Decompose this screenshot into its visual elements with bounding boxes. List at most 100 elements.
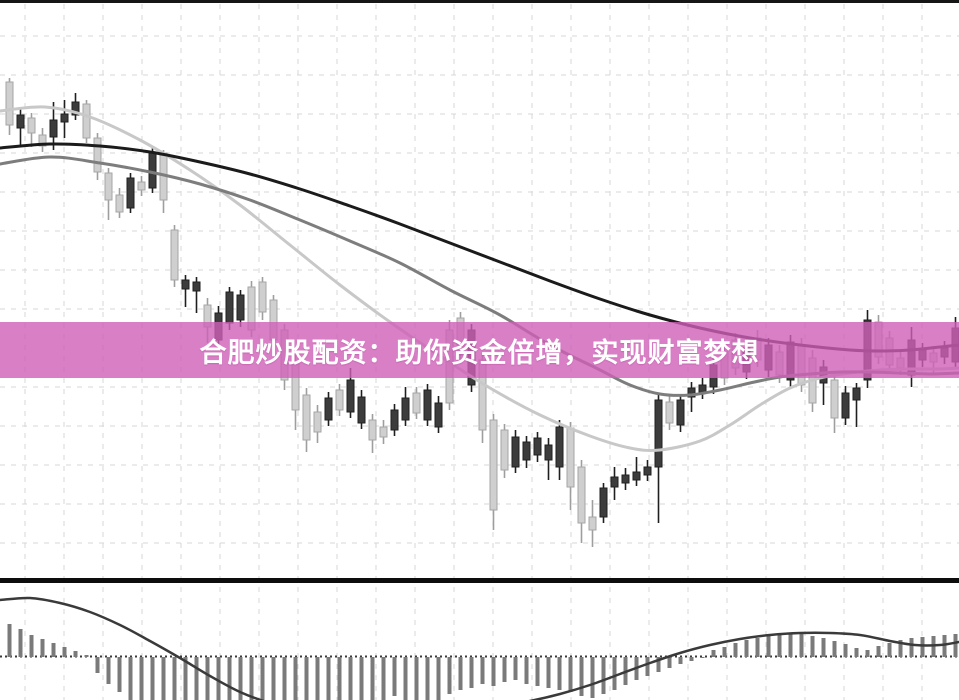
candle — [346, 379, 355, 413]
candle — [610, 476, 619, 488]
candle — [412, 392, 421, 414]
candle — [434, 402, 443, 428]
candle — [390, 409, 399, 431]
histogram-bar — [150, 657, 155, 700]
histogram-bar — [326, 657, 331, 700]
histogram-bar — [117, 657, 122, 692]
histogram-bar — [348, 657, 353, 700]
candle — [654, 399, 663, 468]
histogram-bar — [271, 657, 276, 700]
candle — [302, 394, 311, 441]
histogram-bar — [7, 624, 12, 657]
histogram-bar — [194, 657, 199, 700]
histogram-bar — [898, 640, 903, 657]
histogram-bar — [458, 657, 463, 690]
histogram-bar — [227, 657, 232, 700]
histogram-bar — [821, 638, 826, 657]
histogram-bar — [480, 657, 485, 684]
candle — [588, 516, 597, 531]
candle — [335, 389, 344, 411]
histogram-bar — [392, 657, 397, 696]
candle — [368, 419, 377, 441]
histogram-bar — [535, 657, 540, 686]
histogram-bar — [469, 657, 474, 688]
histogram-bar — [612, 657, 617, 690]
histogram-bar — [524, 657, 529, 684]
candle — [500, 429, 509, 471]
candle — [60, 113, 69, 123]
candle — [236, 294, 245, 321]
histogram-bar — [601, 657, 606, 694]
histogram-bar — [172, 657, 177, 700]
histogram-bar — [953, 634, 958, 657]
histogram-bar — [161, 657, 166, 700]
histogram-bar — [205, 657, 210, 700]
candle — [225, 291, 234, 324]
histogram-bar — [656, 657, 661, 672]
histogram-layer — [0, 624, 959, 700]
candle — [38, 134, 47, 147]
histogram-bar — [84, 655, 89, 657]
histogram-bar — [403, 657, 408, 700]
candle — [423, 389, 432, 421]
histogram-bar — [843, 644, 848, 657]
candle — [93, 137, 102, 173]
histogram-bar — [546, 657, 551, 688]
histogram-bar — [832, 641, 837, 657]
candle — [379, 426, 388, 438]
histogram-bar — [304, 657, 309, 700]
histogram-bar — [887, 643, 892, 657]
histogram-bar — [700, 657, 705, 658]
candle — [313, 411, 322, 433]
histogram-bar — [579, 657, 584, 696]
candle — [544, 444, 553, 461]
candle — [841, 392, 850, 419]
candle — [665, 401, 674, 424]
candle — [192, 281, 201, 292]
histogram-bar — [337, 657, 342, 700]
histogram-bar — [854, 648, 859, 657]
histogram-bar — [876, 646, 881, 657]
candle — [5, 81, 14, 126]
histogram-bar — [557, 657, 562, 690]
candle — [401, 397, 410, 421]
histogram-bar — [293, 657, 298, 700]
candle — [71, 101, 80, 116]
signal-line-layer — [0, 596, 959, 700]
histogram-bar — [40, 639, 45, 657]
histogram-bar — [370, 657, 375, 700]
histogram-bar — [920, 637, 925, 657]
top-border — [0, 0, 959, 3]
histogram-bar — [62, 647, 67, 657]
candle — [27, 117, 36, 134]
candle — [82, 103, 91, 139]
candle — [632, 471, 641, 481]
candle — [687, 387, 696, 398]
histogram-bar — [722, 647, 727, 657]
candle — [577, 466, 586, 524]
histogram-bar — [73, 651, 78, 657]
candle — [852, 387, 861, 401]
histogram-bar — [315, 657, 320, 700]
histogram-bar — [238, 657, 243, 700]
candle — [522, 441, 531, 461]
panel-divider — [0, 578, 959, 583]
candle — [555, 426, 564, 468]
candle — [643, 466, 652, 476]
histogram-bar — [139, 657, 144, 700]
histogram-bar — [590, 657, 595, 698]
histogram-bar — [183, 657, 188, 700]
candle — [181, 279, 190, 290]
histogram-bar — [502, 657, 507, 682]
histogram-bar — [513, 657, 518, 680]
histogram-bar — [282, 657, 287, 700]
histogram-bar — [678, 657, 683, 664]
histogram-bar — [425, 657, 430, 700]
candle — [533, 437, 542, 456]
promo-banner: 合肥炒股配资：助你资金倍增，实现财富梦想 — [0, 322, 959, 378]
candle — [621, 474, 630, 484]
candle — [830, 379, 839, 419]
candle — [126, 177, 135, 209]
candle — [357, 396, 366, 424]
candle — [104, 172, 113, 201]
